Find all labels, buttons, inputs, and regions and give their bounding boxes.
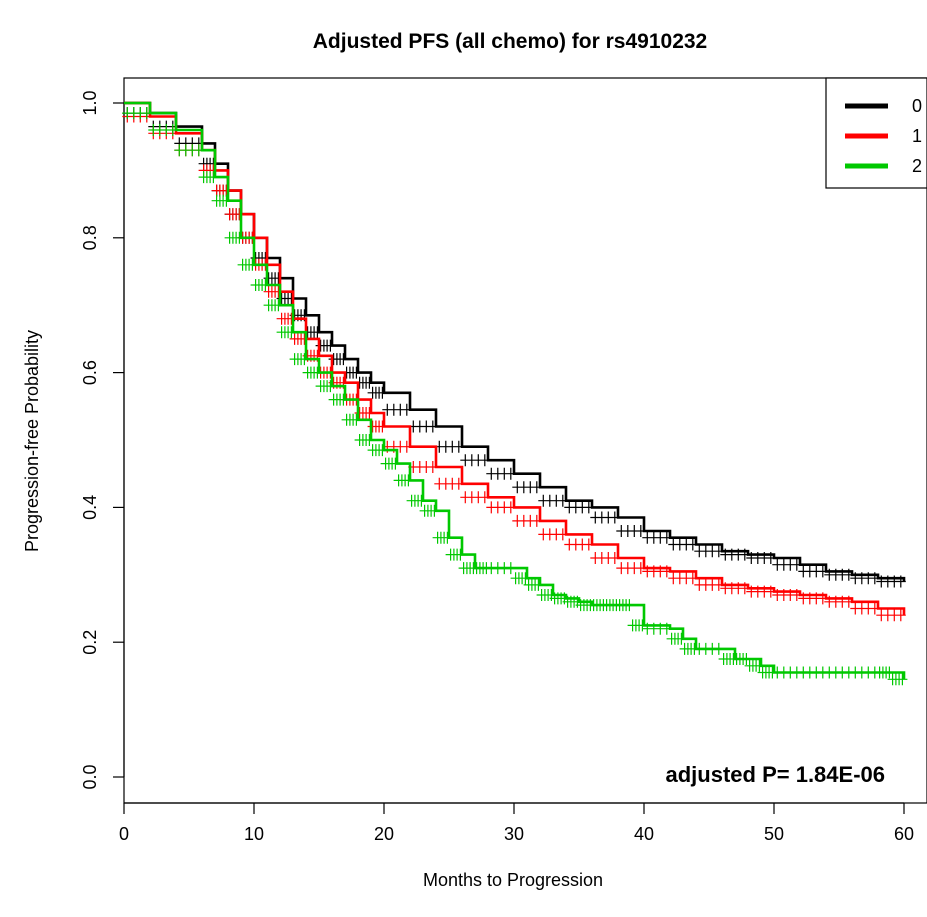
x-tick-label-3: 30 — [504, 824, 524, 844]
legend-box — [825, 77, 927, 189]
legend-label-1: 1 — [912, 126, 922, 146]
series-1-censor-marks — [122, 110, 906, 622]
legend-label-0: 0 — [912, 96, 922, 116]
x-axis-label: Months to Progression — [423, 870, 603, 890]
series-0-censor-path — [122, 107, 906, 588]
y-tick-label-1: 0.2 — [80, 630, 100, 655]
plot-area — [123, 77, 927, 804]
x-tick-label-4: 40 — [634, 824, 654, 844]
series-0-curve — [124, 101, 906, 582]
x-tick-label-2: 20 — [374, 824, 394, 844]
y-tick-label-5: 1.0 — [80, 90, 100, 115]
legend: 0 1 2 — [825, 77, 927, 189]
y-tick-label-4: 0.8 — [80, 225, 100, 250]
series-layer — [122, 101, 908, 686]
y-tick-label-3: 0.6 — [80, 360, 100, 385]
series-0-censor-marks — [122, 107, 906, 588]
series-2-censor-path — [122, 107, 908, 686]
y-tick-label-2: 0.4 — [80, 495, 100, 520]
x-axis: 0 10 20 30 40 50 60 — [119, 802, 914, 844]
plot-frame — [123, 77, 927, 804]
series-1-censor-path — [122, 110, 906, 622]
x-tick-label-0: 0 — [119, 824, 129, 844]
y-axis-label: Progression-free Probability — [22, 330, 42, 552]
series-2-censor-marks — [122, 107, 908, 686]
y-axis: 0.0 0.2 0.4 0.6 0.8 1.0 — [80, 90, 125, 790]
chart-title: Adjusted PFS (all chemo) for rs4910232 — [313, 30, 707, 53]
y-tick-label-0: 0.0 — [80, 764, 100, 789]
x-tick-label-1: 10 — [244, 824, 264, 844]
x-tick-label-5: 50 — [764, 824, 784, 844]
p-value-annotation: adjusted P= 1.84E-06 — [666, 762, 886, 787]
series-1-curve — [124, 101, 906, 616]
x-tick-label-6: 60 — [894, 824, 914, 844]
legend-label-2: 2 — [912, 156, 922, 176]
